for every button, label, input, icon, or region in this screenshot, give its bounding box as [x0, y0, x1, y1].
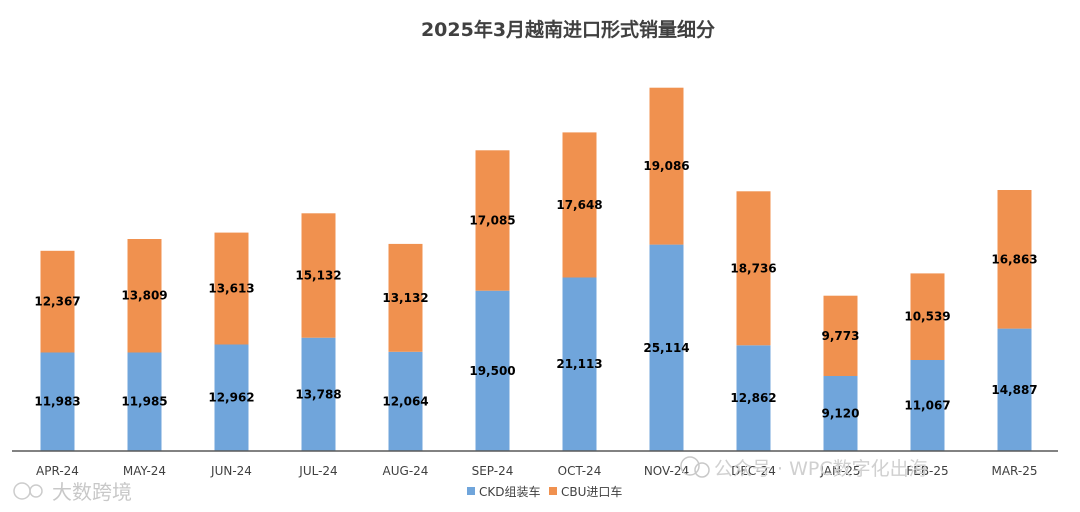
bar-ckd-may-24 [127, 352, 162, 451]
data-label-cbu-mar-25: 16,863 [991, 252, 1037, 266]
watermark-left-logo-icon-2 [29, 484, 43, 498]
data-label-ckd-sep-24: 19,500 [469, 364, 515, 378]
data-label-ckd-jul-24: 13,788 [295, 387, 341, 401]
legend-swatch-ckd [467, 487, 475, 495]
data-label-cbu-dec-24: 18,736 [730, 261, 776, 275]
data-label-ckd-oct-24: 21,113 [556, 357, 602, 371]
x-tick-labels: APR-24 MAY-24 JUN-24 JUL-24 AUG-24 SEP-24 OCT-… [36, 464, 1037, 478]
x-tick-aug-24: AUG-24 [383, 464, 429, 478]
x-tick-may-24: MAY-24 [123, 464, 166, 478]
bar-cbu-mar-25 [997, 190, 1032, 329]
data-label-cbu-nov-24: 19,086 [643, 159, 689, 173]
watermark-left-text: 大数跨境 [52, 480, 132, 504]
bar-ckd-nov-24 [649, 244, 684, 451]
data-label-ckd-jan-25: 9,120 [822, 407, 860, 421]
watermark-left: 大数跨境 [13, 480, 132, 504]
x-tick-dec-24: DEC-24 [731, 464, 776, 478]
watermark-right: 公众号 · WPC数字化出海 [680, 456, 928, 480]
data-label-ckd-dec-24: 12,862 [730, 391, 776, 405]
x-tick-apr-24: APR-24 [36, 464, 79, 478]
legend-label-cbu: CBU进口车 [561, 484, 622, 499]
bar-ckd-aug-24 [388, 351, 423, 451]
bar-ckd-jan-25 [823, 376, 858, 451]
legend-label-ckd: CKD组装车 [479, 484, 541, 499]
legend-swatch-cbu [549, 487, 557, 495]
x-tick-nov-24: NOV-24 [644, 464, 689, 478]
watermarks: 大数跨境 公众号 · WPC数字化出海 [13, 456, 928, 504]
data-label-cbu-oct-24: 17,648 [556, 198, 602, 212]
x-tick-sep-24: SEP-24 [472, 464, 514, 478]
bar-cbu-jun-24 [214, 232, 249, 345]
data-label-cbu-feb-25: 10,539 [904, 310, 950, 324]
bar-cbu-feb-25 [910, 273, 945, 360]
bar-ckd-dec-24 [736, 345, 771, 451]
data-label-ckd-aug-24: 12,064 [382, 394, 428, 408]
x-tick-jan-25: JAN-25 [819, 464, 860, 478]
data-label-cbu-aug-24: 13,132 [382, 291, 428, 305]
bar-ckd-jun-24 [214, 344, 249, 451]
bar-cbu-nov-24 [649, 87, 684, 245]
data-label-cbu-jun-24: 13,613 [208, 282, 254, 296]
bar-cbu-oct-24 [562, 132, 597, 278]
bar-cbu-dec-24 [736, 191, 771, 346]
bar-cbu-sep-24 [475, 150, 510, 291]
wechat-icon [680, 456, 700, 476]
data-label-ckd-nov-24: 25,114 [643, 341, 689, 355]
bar-cbu-aug-24 [388, 243, 423, 352]
x-tick-mar-25: MAR-25 [991, 464, 1037, 478]
data-label-ckd-mar-25: 14,887 [991, 383, 1037, 397]
bar-ckd-oct-24 [562, 277, 597, 451]
x-tick-feb-25: FEB-25 [906, 464, 948, 478]
data-label-ckd-apr-24: 11,983 [34, 395, 80, 409]
x-tick-jul-24: JUL-24 [298, 464, 337, 478]
bar-ckd-mar-25 [997, 328, 1032, 451]
data-label-cbu-jan-25: 9,773 [822, 329, 860, 343]
bars-group: 11,983 12,367 11,985 13,809 12,962 13,613 13,7… [34, 87, 1038, 451]
legend: CKD组装车 CBU进口车 [467, 484, 622, 499]
bar-cbu-jan-25 [823, 295, 858, 376]
data-label-ckd-jun-24: 12,962 [208, 391, 254, 405]
bar-cbu-jul-24 [301, 213, 336, 338]
bar-ckd-feb-25 [910, 360, 945, 451]
data-label-cbu-apr-24: 12,367 [34, 295, 80, 309]
data-label-cbu-may-24: 13,809 [121, 289, 167, 303]
data-label-cbu-sep-24: 17,085 [469, 214, 515, 228]
x-tick-oct-24: OCT-24 [558, 464, 602, 478]
bar-cbu-apr-24 [40, 250, 75, 353]
bar-ckd-sep-24 [475, 290, 510, 451]
wechat-icon-2 [694, 462, 710, 478]
chart-title: 2025年3月越南进口形式销量细分 [421, 18, 715, 41]
data-label-ckd-may-24: 11,985 [121, 395, 167, 409]
watermark-right-text: 公众号 · WPC数字化出海 [714, 458, 928, 480]
data-label-ckd-feb-25: 11,067 [904, 399, 950, 413]
data-label-cbu-jul-24: 15,132 [295, 269, 341, 283]
bar-ckd-jul-24 [301, 337, 336, 451]
bar-ckd-apr-24 [40, 352, 75, 451]
watermark-left-logo-icon [13, 482, 31, 500]
bar-cbu-may-24 [127, 239, 162, 353]
x-tick-jun-24: JUN-24 [210, 464, 252, 478]
